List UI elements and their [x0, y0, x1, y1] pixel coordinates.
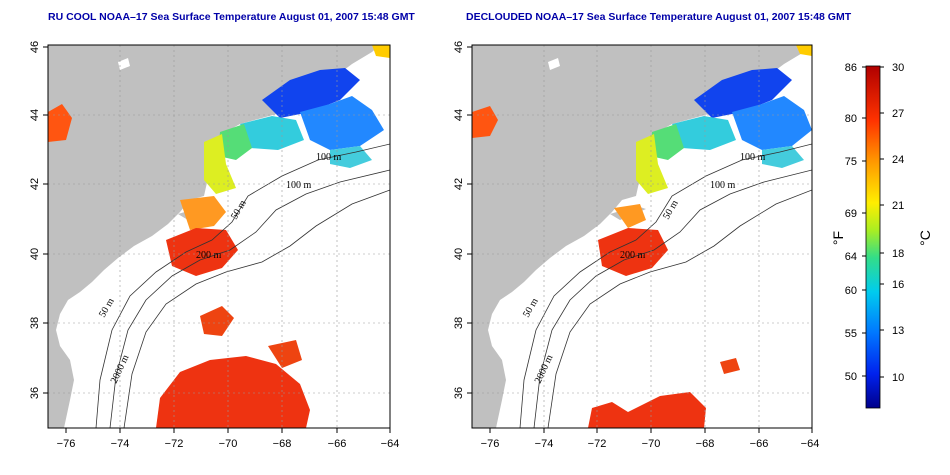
- left-panel-title: RU COOL NOAA–17 Sea Surface Temperature …: [48, 11, 415, 23]
- colorbar-f-tick-label: 86: [845, 62, 857, 74]
- colorbar-f-tick-label: 64: [845, 251, 857, 263]
- colorbar: 86 80 75 69 64 60 55 50 30 27 24 21 18 1…: [830, 62, 933, 409]
- x-tick-label: −74: [111, 438, 130, 450]
- x-tick-label: −76: [481, 438, 500, 450]
- contour-label: 50 m: [229, 198, 249, 221]
- x-tick-label: −70: [642, 438, 661, 450]
- celsius-unit-label: °C: [917, 230, 933, 246]
- x-tick-label: −74: [535, 438, 554, 450]
- colorbar-c-tick-label: 16: [892, 279, 904, 291]
- contour-label: 50 m: [661, 198, 681, 221]
- colorbar-c-tick-label: 18: [892, 248, 904, 260]
- y-tick-label: 42: [29, 178, 41, 190]
- y-tick-label: 44: [29, 109, 41, 121]
- colorbar-f-tick-label: 75: [845, 156, 857, 168]
- contour-label: 200 m: [620, 250, 646, 261]
- colorbar-gradient: [865, 65, 881, 409]
- lake: [548, 58, 560, 70]
- right-map-panel: 100 m 100 m 50 m 200 m 50 m 2000 m: [453, 41, 819, 450]
- x-tick-label: −66: [328, 438, 347, 450]
- colorbar-f-tick-label: 50: [845, 371, 857, 383]
- x-tick-label: −76: [57, 438, 76, 450]
- colorbar-c-tick-label: 30: [892, 62, 904, 74]
- contour-label: 100 m: [710, 180, 736, 191]
- colorbar-c-tick-label: 13: [892, 325, 904, 337]
- bathymetry-contours-left: [95, 143, 390, 428]
- land-mass: [48, 45, 380, 428]
- y-tick-label: 42: [453, 178, 465, 190]
- x-tick-label: −64: [381, 438, 400, 450]
- bathymetry-contours-right: [519, 143, 812, 428]
- y-tick-label: 46: [453, 41, 465, 53]
- x-tick-label: −66: [750, 438, 769, 450]
- contour-label: 200 m: [196, 250, 222, 261]
- sst-patches-left: [48, 45, 390, 428]
- colorbar-c-ticks: [880, 66, 884, 378]
- y-tick-label: 46: [29, 41, 41, 53]
- colorbar-f-tick-label: 80: [845, 113, 857, 125]
- contour-label: 100 m: [286, 180, 312, 191]
- x-tick-label: −64: [801, 438, 820, 450]
- colorbar-c-tick-label: 10: [892, 372, 904, 384]
- colorbar-f-tick-label: 55: [845, 328, 857, 340]
- x-axis-left: [65, 428, 391, 433]
- map-frame-left: [47, 44, 391, 429]
- y-tick-label: 38: [29, 317, 41, 329]
- x-tick-label: −70: [219, 438, 238, 450]
- x-tick-label: −72: [165, 438, 184, 450]
- y-tick-label: 36: [453, 387, 465, 399]
- y-tick-label: 38: [453, 317, 465, 329]
- y-tick-label: 40: [453, 248, 465, 260]
- contour-label: 50 m: [97, 296, 117, 319]
- y-tick-label: 36: [29, 387, 41, 399]
- left-map-panel: 100 m 100 m 50 m 200 m 50 m 2000 m: [29, 41, 399, 450]
- land-mass: [472, 45, 812, 428]
- x-tick-label: −72: [588, 438, 607, 450]
- y-tick-label: 44: [453, 109, 465, 121]
- colorbar-f-ticks: [862, 66, 866, 377]
- y-axis-right: [467, 46, 472, 394]
- grid-right: [472, 45, 812, 428]
- grid-left: [48, 45, 390, 428]
- colorbar-f-tick-label: 60: [845, 285, 857, 297]
- sst-patches-right: [472, 45, 812, 428]
- colorbar-c-tick-label: 21: [892, 200, 904, 212]
- y-tick-label: 40: [29, 248, 41, 260]
- y-axis-left: [43, 46, 48, 394]
- colorbar-c-tick-label: 27: [892, 108, 904, 120]
- x-tick-label: −68: [696, 438, 715, 450]
- fahrenheit-unit-label: °F: [830, 231, 846, 245]
- contour-label: 100 m: [740, 152, 766, 163]
- x-tick-label: −68: [273, 438, 292, 450]
- colorbar-c-tick-label: 24: [892, 154, 904, 166]
- right-panel-title: DECLOUDED NOAA–17 Sea Surface Temperatur…: [466, 11, 852, 23]
- x-axis-right: [489, 428, 813, 433]
- map-frame-right: [471, 44, 813, 429]
- contour-label: 50 m: [521, 296, 541, 319]
- lake: [118, 58, 130, 70]
- contour-label: 100 m: [316, 152, 342, 163]
- colorbar-f-tick-label: 69: [845, 208, 857, 220]
